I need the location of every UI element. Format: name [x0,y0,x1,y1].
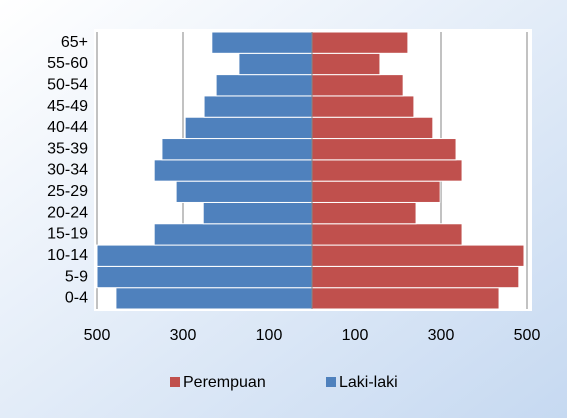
bar [184,116,313,140]
bar [153,159,313,182]
y-tick-label: 35-39 [47,140,88,157]
y-tick-label: 10-14 [47,247,88,264]
bar [202,201,313,225]
bar [161,138,313,161]
legend-swatch [326,377,336,387]
x-tick-label: 300 [428,327,455,344]
bar [311,265,520,289]
x-tick-label: 100 [256,327,283,344]
bar [115,287,313,310]
bar [211,31,313,54]
bar [311,223,463,246]
y-tick-label: 30-34 [47,162,88,179]
bar [311,52,381,76]
y-tick-label: 15-19 [47,226,88,243]
y-tick-label: 50-54 [47,76,88,93]
x-tick-label: 500 [514,327,541,344]
legend-label: Perempuan [183,374,266,391]
bar [96,244,313,267]
y-tick-label: 65+ [61,34,88,51]
y-tick-label: 45-49 [47,98,88,115]
x-tick-label: 500 [84,327,111,344]
legend-label: Laki-laki [339,374,398,391]
x-tick-label: 300 [170,327,197,344]
y-tick-label: 25-29 [47,183,88,200]
y-tick-label: 20-24 [47,204,88,221]
bar [311,74,404,97]
bar [96,265,313,289]
bar [311,31,409,54]
bar [311,138,457,161]
legend-swatch [170,377,180,387]
y-tick-label: 40-44 [47,119,88,136]
bar [175,180,313,203]
bar [311,287,500,310]
bar [311,159,463,182]
bar [311,244,525,267]
y-tick-label: 0-4 [65,290,88,307]
bar [311,201,417,225]
y-tick-label: 55-60 [47,55,88,72]
bar [238,52,313,76]
x-tick-label: 100 [342,327,369,344]
bar [153,223,313,246]
bar [311,180,441,203]
bar [203,95,313,118]
bar [311,116,434,140]
bar [311,95,415,118]
bar [215,74,313,97]
y-tick-label: 5-9 [65,268,88,285]
